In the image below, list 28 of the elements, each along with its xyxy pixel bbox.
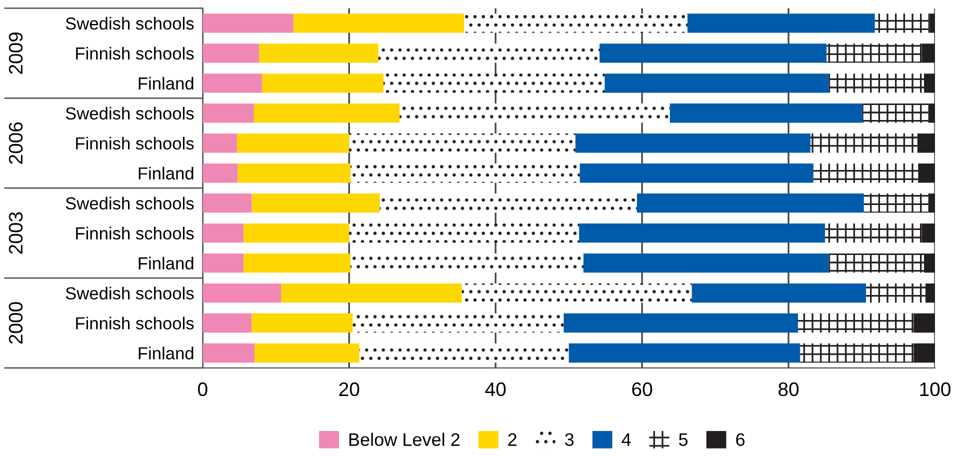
y-tick-label: Finnish schools (76, 46, 194, 60)
y-tick-label: Swedish schools (66, 16, 194, 30)
legend-label: 3 (565, 433, 574, 446)
x-tick-label: 40 (485, 382, 506, 396)
x-tick-label: 80 (778, 382, 799, 396)
legend-label: 4 (622, 433, 631, 446)
x-tick-label: 20 (339, 382, 360, 396)
text: 2000 (8, 302, 23, 344)
text: 2006 (8, 122, 23, 164)
y-tick-label: Swedish schools (66, 196, 194, 210)
y-tick-label: Swedish schools (66, 286, 194, 300)
text: 2003 (8, 212, 23, 254)
x-tick-label: 100 (920, 382, 950, 396)
x-tick-label: 0 (198, 382, 208, 396)
y-tick-label: Finnish schools (76, 226, 194, 240)
legend-label: 2 (508, 433, 516, 446)
legend-label: 6 (736, 433, 745, 446)
y-tick-label: Finland (138, 76, 194, 90)
y-tick-label: Finnish schools (76, 316, 194, 330)
text: 2009 (8, 32, 23, 74)
legend-label: 5 (679, 433, 688, 446)
y-tick-label: Finland (138, 256, 194, 270)
y-tick-label: Finland (138, 166, 194, 180)
y-tick-label: Swedish schools (66, 106, 194, 120)
y-tick-label: Finnish schools (76, 136, 194, 150)
x-tick-label: 60 (632, 382, 652, 396)
y-tick-label: Finland (138, 346, 194, 360)
legend-label: Below Level 2 (349, 432, 460, 446)
